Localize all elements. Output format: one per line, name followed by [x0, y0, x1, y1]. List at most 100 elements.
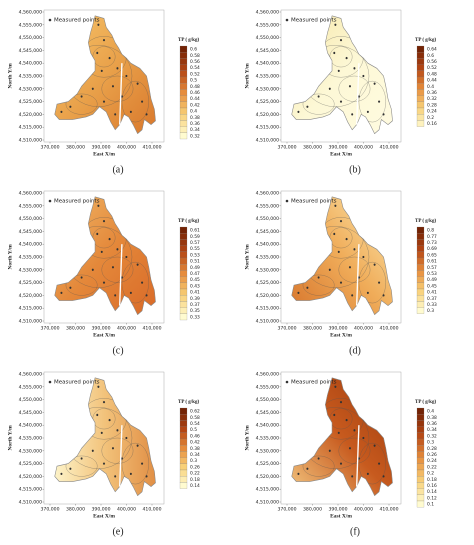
measured-point: [80, 457, 83, 460]
measured-point: [334, 385, 337, 388]
measured-point: [116, 429, 119, 432]
colorbar-swatch: [179, 251, 188, 259]
colorbar-swatch: [179, 107, 188, 115]
colorbar-label: 0.55: [190, 246, 200, 252]
colorbar-swatch: [179, 426, 188, 433]
colorbar-label: 0.18: [190, 477, 200, 483]
y-tick-label: 4,510,000: [19, 319, 42, 325]
y-tick-label: 4,550,000: [256, 397, 279, 403]
colorbar-label: 0.34: [190, 127, 200, 133]
colorbar-title: TP ( g/kg): [178, 38, 199, 43]
colorbar-label: 0.58: [190, 415, 200, 421]
colorbar-swatch: [179, 451, 188, 458]
colorbar-label: 0.4: [190, 109, 197, 115]
measured-point: [297, 291, 300, 294]
colorbar-swatch: [416, 457, 425, 464]
y-tick-label: 4,515,000: [19, 306, 42, 312]
colorbar-swatch: [179, 445, 188, 452]
colorbar-swatch: [416, 426, 425, 433]
x-tick-label: 370,000: [278, 145, 297, 151]
y-tick-label: 4,535,000: [19, 255, 42, 261]
colorbar-label: 0.34: [190, 452, 200, 458]
colorbar-label: 0.24: [427, 458, 437, 464]
y-axis-title: North Y/m: [244, 425, 250, 451]
colorbar-swatch: [179, 432, 188, 440]
measured-point: [373, 444, 376, 447]
colorbar-label: 0.53: [427, 271, 437, 277]
measured-point: [102, 462, 106, 465]
colorbar-swatch: [179, 226, 188, 234]
y-tick-label: 4,540,000: [19, 61, 42, 67]
colorbar-label: 0.41: [190, 290, 200, 296]
measured-point: [69, 286, 72, 289]
measured-point: [129, 472, 132, 475]
colorbar-swatch: [416, 95, 425, 102]
colorbar-swatch: [416, 226, 425, 234]
colorbar-swatch: [416, 451, 425, 458]
colorbar-swatch: [179, 70, 188, 78]
colorbar-swatch: [179, 58, 188, 65]
colorbar-swatch: [179, 463, 188, 471]
colorbar-label: 0.26: [427, 452, 437, 458]
measured-point: [125, 255, 128, 259]
y-tick-label: 4,535,000: [19, 74, 42, 80]
colorbar-label: 0.6: [190, 47, 197, 53]
measured-point: [362, 74, 365, 78]
colorbar-swatch: [179, 476, 188, 483]
measured-point: [378, 281, 381, 284]
colorbar-label: 0.38: [190, 115, 200, 121]
colorbar-label: 0.65: [427, 252, 437, 258]
measured-point: [69, 105, 72, 108]
measured-point: [120, 95, 123, 98]
panel-label: (a): [112, 164, 123, 175]
contour-line: [65, 274, 98, 296]
colorbar-label: 0.45: [190, 277, 200, 283]
panel-label: (f): [350, 526, 360, 537]
y-tick-label: 4,515,000: [19, 125, 42, 131]
y-axis-title: North Y/m: [7, 425, 13, 451]
measured-point: [114, 294, 117, 297]
legend-label: Measured points: [291, 199, 337, 205]
colorbar-swatch: [179, 282, 188, 290]
contour-line: [65, 455, 98, 477]
colorbar-label: 0.56: [190, 59, 200, 65]
colorbar-swatch: [416, 58, 425, 65]
x-tick-label: 370,000: [278, 326, 297, 332]
colorbar-swatch: [416, 432, 425, 440]
contour-line: [338, 256, 371, 283]
colorbar-label: 0.1: [427, 502, 434, 508]
map-panel: Measured points 4,560,000 4,555,000 4,550,0…: [7, 191, 200, 357]
x-tick-label: 380,000: [303, 326, 322, 332]
x-tick-label: 380,000: [66, 507, 85, 513]
y-tick-label: 4,555,000: [19, 203, 42, 209]
colorbar-label: 0.57: [190, 240, 200, 246]
y-tick-label: 4,530,000: [256, 86, 279, 92]
colorbar-label: 0.32: [427, 96, 437, 102]
colorbar-label: 0.43: [190, 283, 200, 289]
x-axis-title: East X/m: [330, 332, 352, 338]
contour-line: [65, 93, 98, 115]
measured-point: [334, 204, 337, 207]
region-map: [54, 196, 157, 316]
map-panel: Measured points 4,560,000 4,555,000 4,550,0…: [244, 372, 437, 538]
colorbar-swatch: [416, 64, 425, 71]
measured-point: [339, 39, 343, 42]
measured-point: [108, 56, 111, 60]
divider: [356, 63, 360, 125]
measured-point: [96, 232, 99, 236]
colorbar-swatch: [416, 438, 425, 446]
x-tick-label: 400,000: [117, 145, 136, 151]
colorbar-label: 0.41: [427, 290, 437, 296]
y-tick-label: 4,520,000: [19, 474, 42, 480]
measured-point: [348, 447, 351, 450]
measured-point: [111, 447, 114, 450]
measured-point: [145, 113, 148, 116]
contour-line: [121, 261, 149, 304]
y-tick-label: 4,535,000: [19, 436, 42, 442]
x-tick-label: 390,000: [92, 145, 111, 151]
measured-point: [382, 294, 385, 297]
colorbar-label: 0.3: [427, 440, 434, 446]
measured-point: [97, 23, 100, 26]
measured-point: [328, 87, 331, 90]
measured-point: [60, 472, 63, 475]
